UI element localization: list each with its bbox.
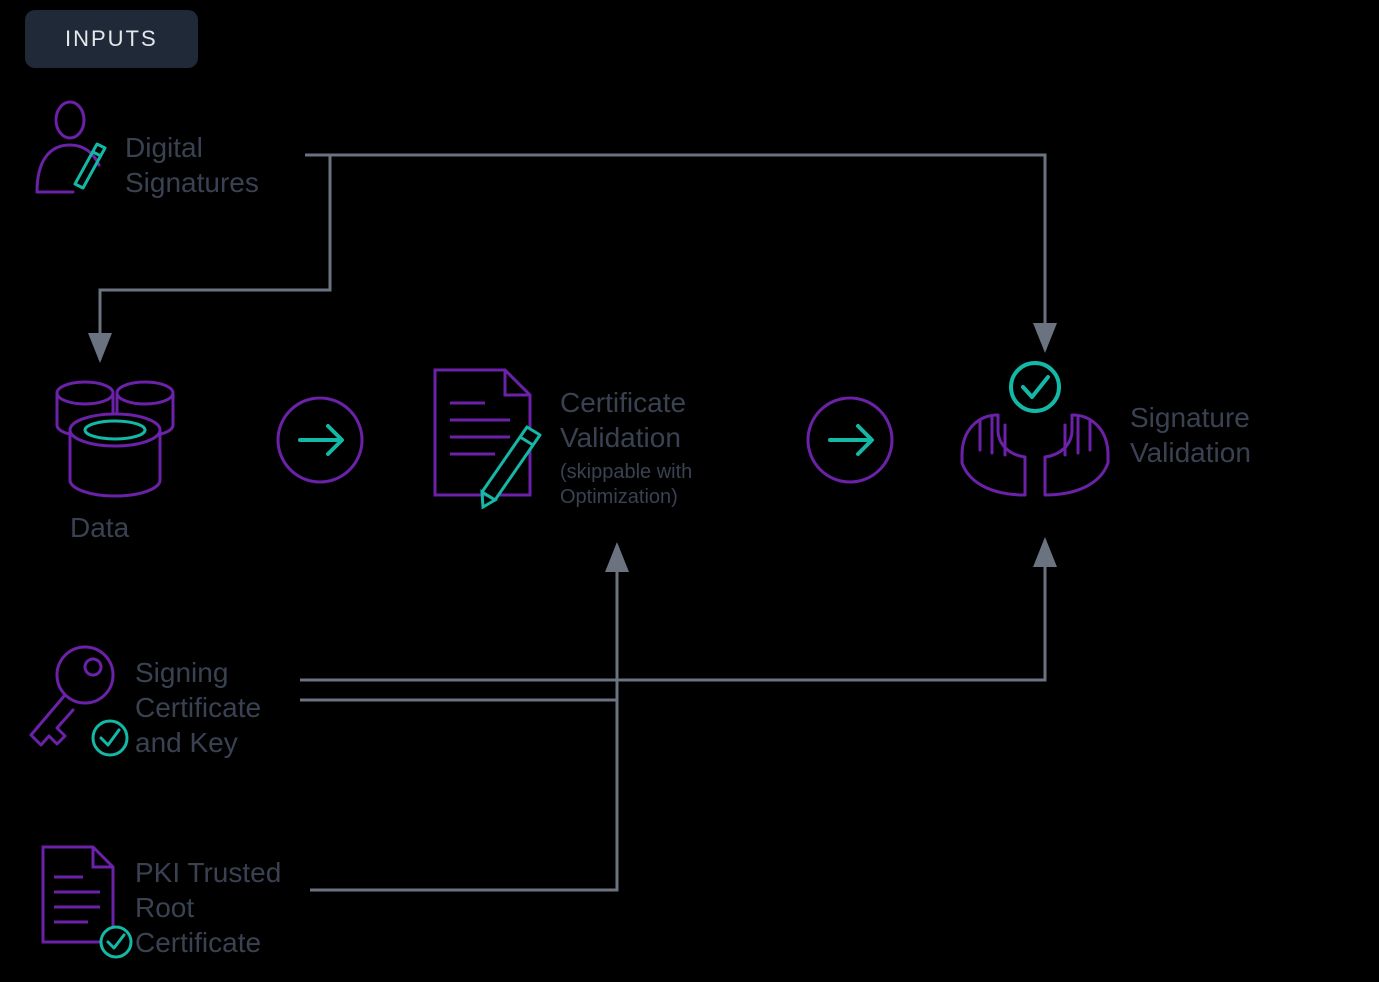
arrow-circle-1 <box>278 398 362 482</box>
pki-root-label: PKI TrustedRootCertificate <box>135 855 281 960</box>
certificate-validation-icon <box>425 365 555 515</box>
connector-pki-to-certval <box>310 560 617 890</box>
signature-validation-label: SignatureValidation <box>1130 400 1251 470</box>
certificate-validation-sublabel: (skippable withOptimization) <box>560 460 692 510</box>
signature-validation-icon <box>950 355 1120 520</box>
connector-digsig-to-sigval <box>305 155 1045 350</box>
connector-key-to-sigval <box>300 540 1045 680</box>
pki-root-icon <box>38 842 133 962</box>
data-icon <box>50 375 180 500</box>
inputs-badge: INPUTS <box>25 10 198 68</box>
digital-signatures-icon <box>25 100 115 200</box>
digital-signatures-label: DigitalSignatures <box>125 130 259 200</box>
arrow-circle-2 <box>808 398 892 482</box>
data-label: Data <box>70 510 129 545</box>
signing-cert-key-icon <box>25 640 130 760</box>
connector-key-to-certval <box>300 545 617 700</box>
signing-cert-key-label: SigningCertificateand Key <box>135 655 261 760</box>
certificate-validation-label: CertificateValidation <box>560 385 686 455</box>
